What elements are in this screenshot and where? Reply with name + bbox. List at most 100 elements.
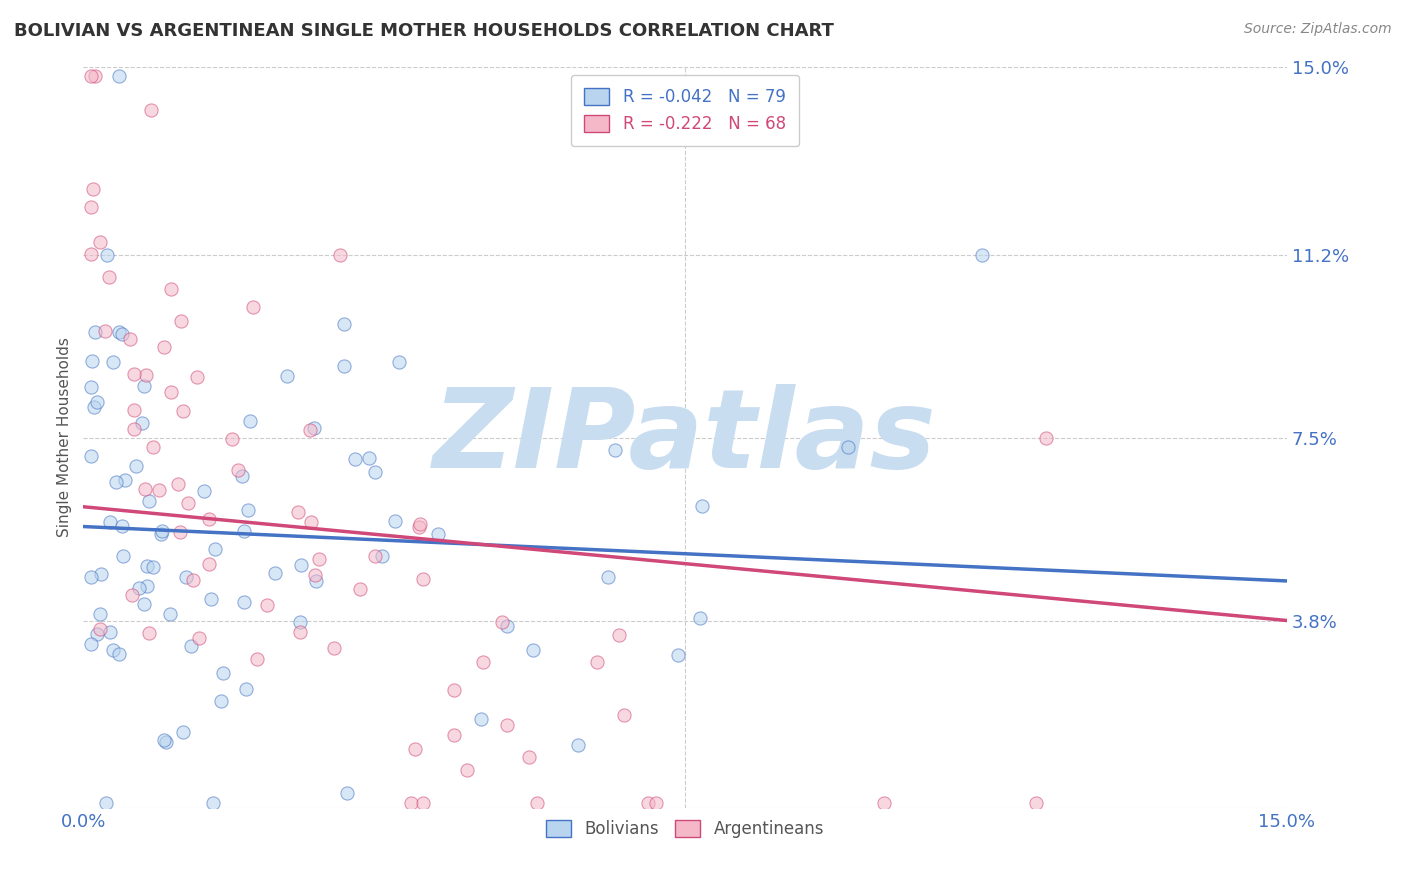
Point <box>598 570 620 584</box>
Point <box>299 515 322 529</box>
Point <box>142 440 165 454</box>
Point <box>150 526 173 541</box>
Point <box>364 549 387 563</box>
Point <box>128 581 150 595</box>
Point <box>82 182 104 196</box>
Point <box>443 683 465 698</box>
Point <box>134 483 156 497</box>
Point <box>111 549 134 563</box>
Point <box>177 496 200 510</box>
Point <box>134 597 156 611</box>
Point <box>94 324 117 338</box>
Point <box>83 400 105 414</box>
Point <box>235 682 257 697</box>
Point <box>302 421 325 435</box>
Point <box>1035 430 1057 444</box>
Point <box>108 647 131 661</box>
Point <box>470 712 492 726</box>
Point <box>155 735 177 749</box>
Point <box>186 369 208 384</box>
Point <box>180 640 202 654</box>
Point <box>689 611 711 625</box>
Point <box>103 355 125 369</box>
Point <box>299 424 322 438</box>
Point <box>231 468 253 483</box>
Point <box>364 465 387 479</box>
Point <box>305 574 328 588</box>
Point <box>80 569 103 583</box>
Point <box>124 367 146 381</box>
Point <box>329 247 352 261</box>
Text: BOLIVIAN VS ARGENTINEAN SINGLE MOTHER HOUSEHOLDS CORRELATION CHART: BOLIVIAN VS ARGENTINEAN SINGLE MOTHER HO… <box>14 22 834 40</box>
Point <box>108 325 131 339</box>
Point <box>522 642 544 657</box>
Point <box>567 739 589 753</box>
Point <box>121 588 143 602</box>
Legend: Bolivians, Argentineans: Bolivians, Argentineans <box>538 814 831 845</box>
Point <box>169 524 191 539</box>
Point <box>427 527 450 541</box>
Point <box>332 318 354 332</box>
Point <box>408 520 430 534</box>
Point <box>204 542 226 557</box>
Point <box>690 499 713 513</box>
Point <box>159 384 181 399</box>
Point <box>613 708 636 723</box>
Point <box>226 463 249 477</box>
Point <box>86 626 108 640</box>
Point <box>242 300 264 314</box>
Point <box>412 572 434 586</box>
Point <box>200 592 222 607</box>
Point <box>323 641 346 656</box>
Point <box>96 247 118 261</box>
Point <box>644 797 666 811</box>
Point <box>111 519 134 533</box>
Point <box>80 449 103 463</box>
Point <box>404 742 426 756</box>
Point <box>384 515 406 529</box>
Point <box>96 797 118 811</box>
Point <box>491 615 513 630</box>
Point <box>201 797 224 811</box>
Point <box>290 558 312 572</box>
Point <box>86 394 108 409</box>
Point <box>98 625 121 640</box>
Point <box>80 637 103 651</box>
Point <box>98 515 121 529</box>
Point <box>135 368 157 382</box>
Point <box>167 477 190 491</box>
Point <box>1025 797 1047 811</box>
Point <box>80 247 103 261</box>
Point <box>496 619 519 633</box>
Point <box>212 665 235 680</box>
Point <box>209 694 232 708</box>
Point <box>359 450 381 465</box>
Point <box>172 404 194 418</box>
Point <box>80 380 103 394</box>
Point <box>399 797 422 811</box>
Text: Source: ZipAtlas.com: Source: ZipAtlas.com <box>1244 22 1392 37</box>
Point <box>607 628 630 642</box>
Point <box>276 368 298 383</box>
Point <box>287 505 309 519</box>
Point <box>256 598 278 612</box>
Point <box>517 749 540 764</box>
Point <box>526 797 548 811</box>
Point <box>288 615 311 630</box>
Point <box>586 656 609 670</box>
Point <box>603 443 626 458</box>
Point <box>188 631 211 645</box>
Point <box>89 607 111 622</box>
Point <box>103 642 125 657</box>
Point <box>336 786 359 800</box>
Point <box>142 560 165 574</box>
Point <box>125 458 148 473</box>
Point <box>471 655 494 669</box>
Point <box>84 326 107 340</box>
Point <box>304 568 326 582</box>
Point <box>198 512 221 526</box>
Point <box>98 270 121 285</box>
Point <box>84 70 107 84</box>
Point <box>349 582 371 596</box>
Point <box>666 648 689 662</box>
